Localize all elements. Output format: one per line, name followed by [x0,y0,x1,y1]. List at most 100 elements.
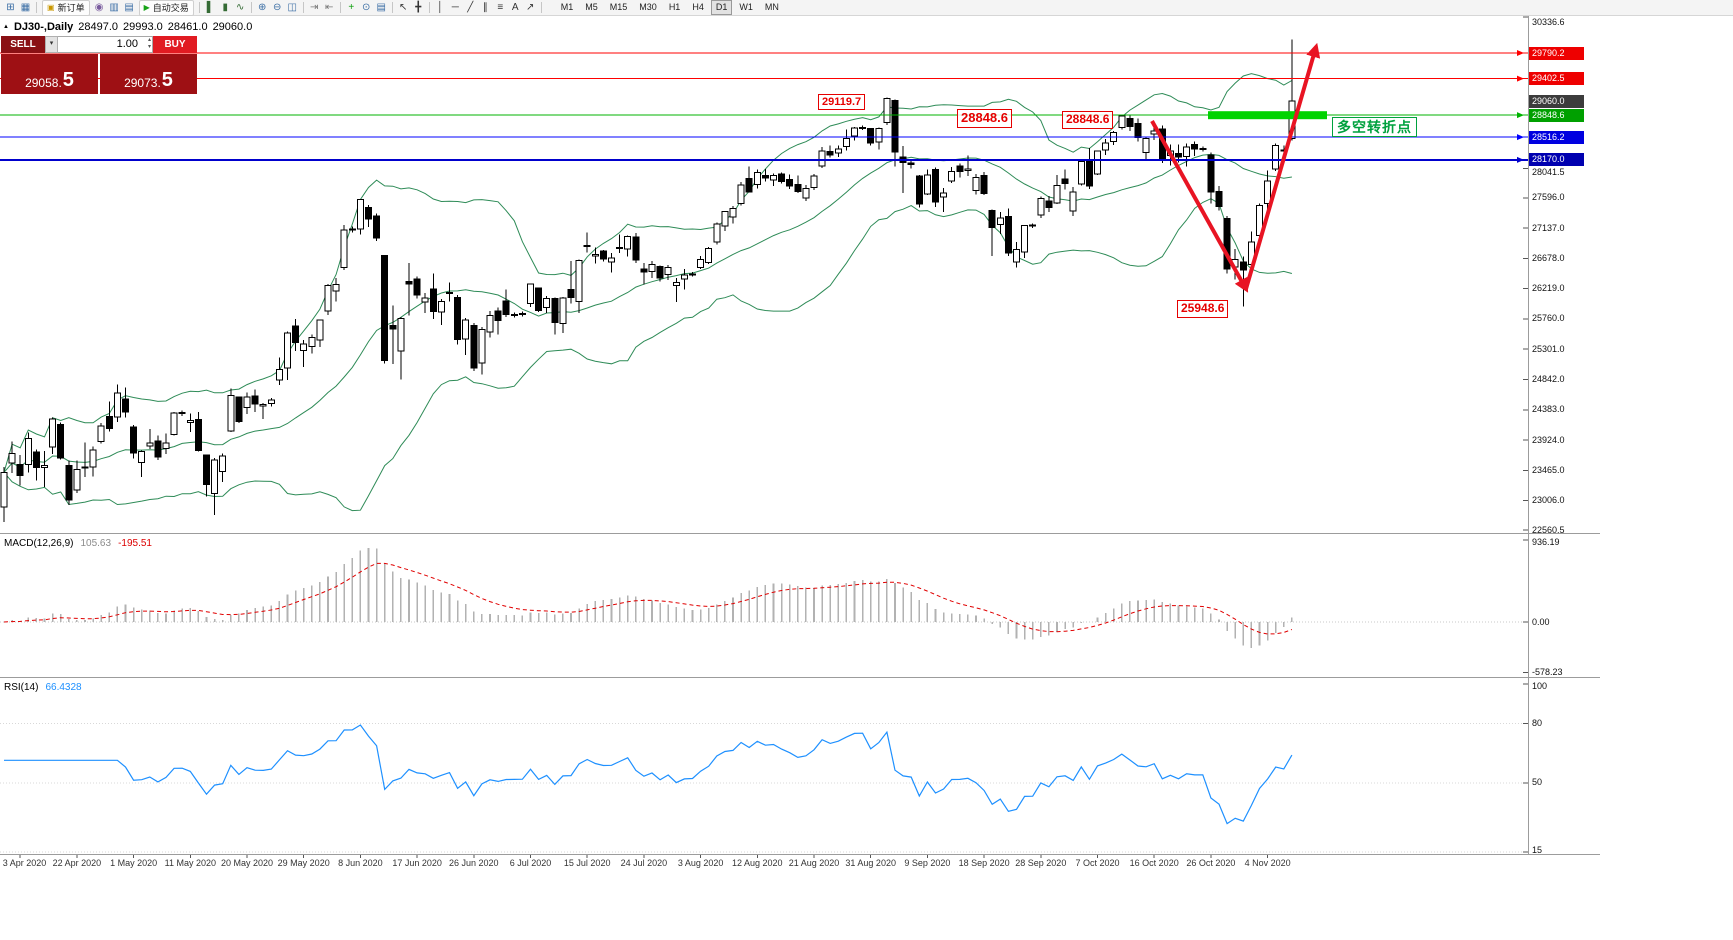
volume-input[interactable]: 1.00 ▴ ▾ [58,36,153,53]
timeframe-m5[interactable]: M5 [585,2,598,12]
timeframe-bar: M1 M5 M15 M30 H1 H4 D1 W1 MN [555,0,785,15]
collapse-icon[interactable]: ▲ [3,24,9,30]
autotrading-button-label: 自动交易 [152,3,189,13]
date-label: 3 Aug 2020 [677,858,724,868]
date-label: 16 Oct 2020 [1129,858,1179,868]
timeframe-h4[interactable]: H4 [692,2,704,12]
price-annotation: 28848.6 [1062,111,1114,129]
arrows-icon[interactable]: ↗ [526,1,535,13]
date-label: 31 Aug 2020 [845,858,896,868]
timeframe-m15[interactable]: M15 [609,2,628,12]
toolbar-separator [391,2,393,13]
rsi-axis-tick: 80 [1532,718,1543,729]
chart-shift-icon[interactable]: ⇤ [325,1,334,13]
date-label: 17 Jun 2020 [392,858,442,868]
ohlc-open: 28497.0 [78,21,119,33]
turning-point-label: 多空转折点 [1332,117,1417,137]
macd-axis-tick: 0.00 [1532,616,1550,627]
macd-name: MACD(12,26,9) [4,538,74,549]
toolbar-separator [540,2,542,13]
new-chart-icon[interactable]: ⊞ [6,1,15,13]
chart-canvas[interactable] [0,0,1528,872]
toolbar-separator [302,2,304,13]
date-label: 4 Nov 2020 [1244,858,1291,868]
buy-price-button[interactable]: 29073. 5 [100,54,197,94]
price-level-label: 28516.2 [1529,130,1584,144]
ohlc-close: 29060.0 [212,21,253,33]
date-axis[interactable]: 3 Apr 2020 22 Apr 2020 1 May 2020 11 May 20… [0,857,1528,871]
volume-up-button[interactable]: ▴ [147,37,151,43]
price-annotation: 28848.6 [957,109,1012,128]
indicators-icon[interactable]: + [348,1,355,13]
bar-chart-icon[interactable]: ▌ [206,1,214,13]
data-window-icon[interactable]: ▤ [124,1,134,13]
macd-axis-tick: 936.19 [1532,537,1560,547]
price-axis-tick: 23006.0 [1532,495,1565,506]
sell-dropdown[interactable]: ▾ [45,36,58,53]
trendline-icon[interactable]: ╱ [467,1,474,13]
zoom-in-icon[interactable]: ⊕ [258,1,267,13]
new-order-button-label: 新订单 [57,3,85,13]
timeframe-h1[interactable]: H1 [668,2,681,12]
timeframe-mn[interactable]: MN [764,2,779,12]
main-toolbar: ⊞ ▦ ▣ 新订单 ◉ ▥ ▤ ▶ 自动交易 ▌ ▮ ∿ ⊕ ⊖ ◫ ⇥ ⇤ + ⊙ ▤ ↖ ╋ │ ─ ╱ ∥ ≡ A ↗ M1 M5 M1… [0,0,1733,16]
panel-separator[interactable] [0,677,1600,678]
tile-windows-icon[interactable]: ◫ [287,1,297,13]
date-label: 22 Apr 2020 [52,858,102,868]
channel-icon[interactable]: ∥ [482,1,488,13]
autotrading-button[interactable]: ▶ 自动交易 [138,0,194,16]
cursor-icon[interactable]: ↖ [399,1,408,13]
sell-button[interactable]: SELL [1,36,45,53]
ohlc-low: 28461.0 [167,21,208,33]
date-label: 9 Sep 2020 [904,858,951,868]
date-label: 11 May 2020 [164,858,216,868]
price-axis-tick: 25301.0 [1532,343,1565,354]
date-label: 6 Jul 2020 [509,858,552,868]
price-axis-tick: 26219.0 [1532,283,1565,294]
panel-separator[interactable] [0,533,1600,534]
rsi-axis-tick: 50 [1532,777,1543,788]
price-axis-tick: 23465.0 [1532,464,1565,475]
rsi-axis-tick: 100 [1532,681,1548,691]
buy-price-pip: 5 [161,69,173,91]
volume-down-button[interactable]: ▾ [147,44,151,50]
timeframe-m30[interactable]: M30 [639,2,657,12]
candlestick-chart-icon[interactable]: ▮ [222,1,228,13]
vertical-line-icon[interactable]: │ [437,1,444,13]
timeframe-w1[interactable]: W1 [739,2,753,12]
auto-scroll-icon[interactable]: ⇥ [310,1,319,13]
market-watch-icon[interactable]: ▥ [109,1,119,13]
new-order-button[interactable]: ▣ 新订单 [42,0,90,16]
fibonacci-icon[interactable]: ≡ [497,1,504,13]
date-label: 24 Jul 2020 [620,858,668,868]
price-axis-tick: 23924.0 [1532,434,1565,445]
one-click-trading-panel: SELL ▾ 1.00 ▴ ▾ BUY 29058. 5 29073. [1,36,197,94]
text-icon[interactable]: A [511,1,519,13]
expert-advisors-icon[interactable]: ◉ [94,1,104,13]
date-label: 12 Aug 2020 [732,858,783,868]
sell-price-button[interactable]: 29058. 5 [1,54,98,94]
panel-separator [0,854,1600,855]
periods-icon[interactable]: ⊙ [362,1,371,13]
date-label: 21 Aug 2020 [788,858,840,868]
crosshair-icon[interactable]: ╋ [415,1,422,13]
price-annotation: 25948.6 [1177,300,1229,318]
zoom-out-icon[interactable]: ⊖ [273,1,282,13]
timeframe-d1[interactable]: D1 [710,0,733,15]
horizontal-line-icon[interactable]: ─ [451,1,459,13]
date-label: 8 Jun 2020 [338,858,383,868]
price-level-label: 29790.2 [1529,46,1584,60]
price-axis-tick: 30336.6 [1532,17,1565,27]
date-label: 1 May 2020 [110,858,158,868]
price-axis-tick: 26678.0 [1532,252,1565,263]
date-label: 29 May 2020 [277,858,330,868]
templates-icon[interactable]: ▤ [376,1,386,13]
chart-profiles-icon[interactable]: ▦ [20,1,31,13]
line-chart-icon[interactable]: ∿ [236,1,245,13]
toolbar-separator [428,2,430,13]
buy-price: 29073. [124,76,161,90]
price-annotation: 29119.7 [818,94,866,111]
timeframe-m1[interactable]: M1 [560,2,574,12]
buy-button[interactable]: BUY [153,36,197,53]
